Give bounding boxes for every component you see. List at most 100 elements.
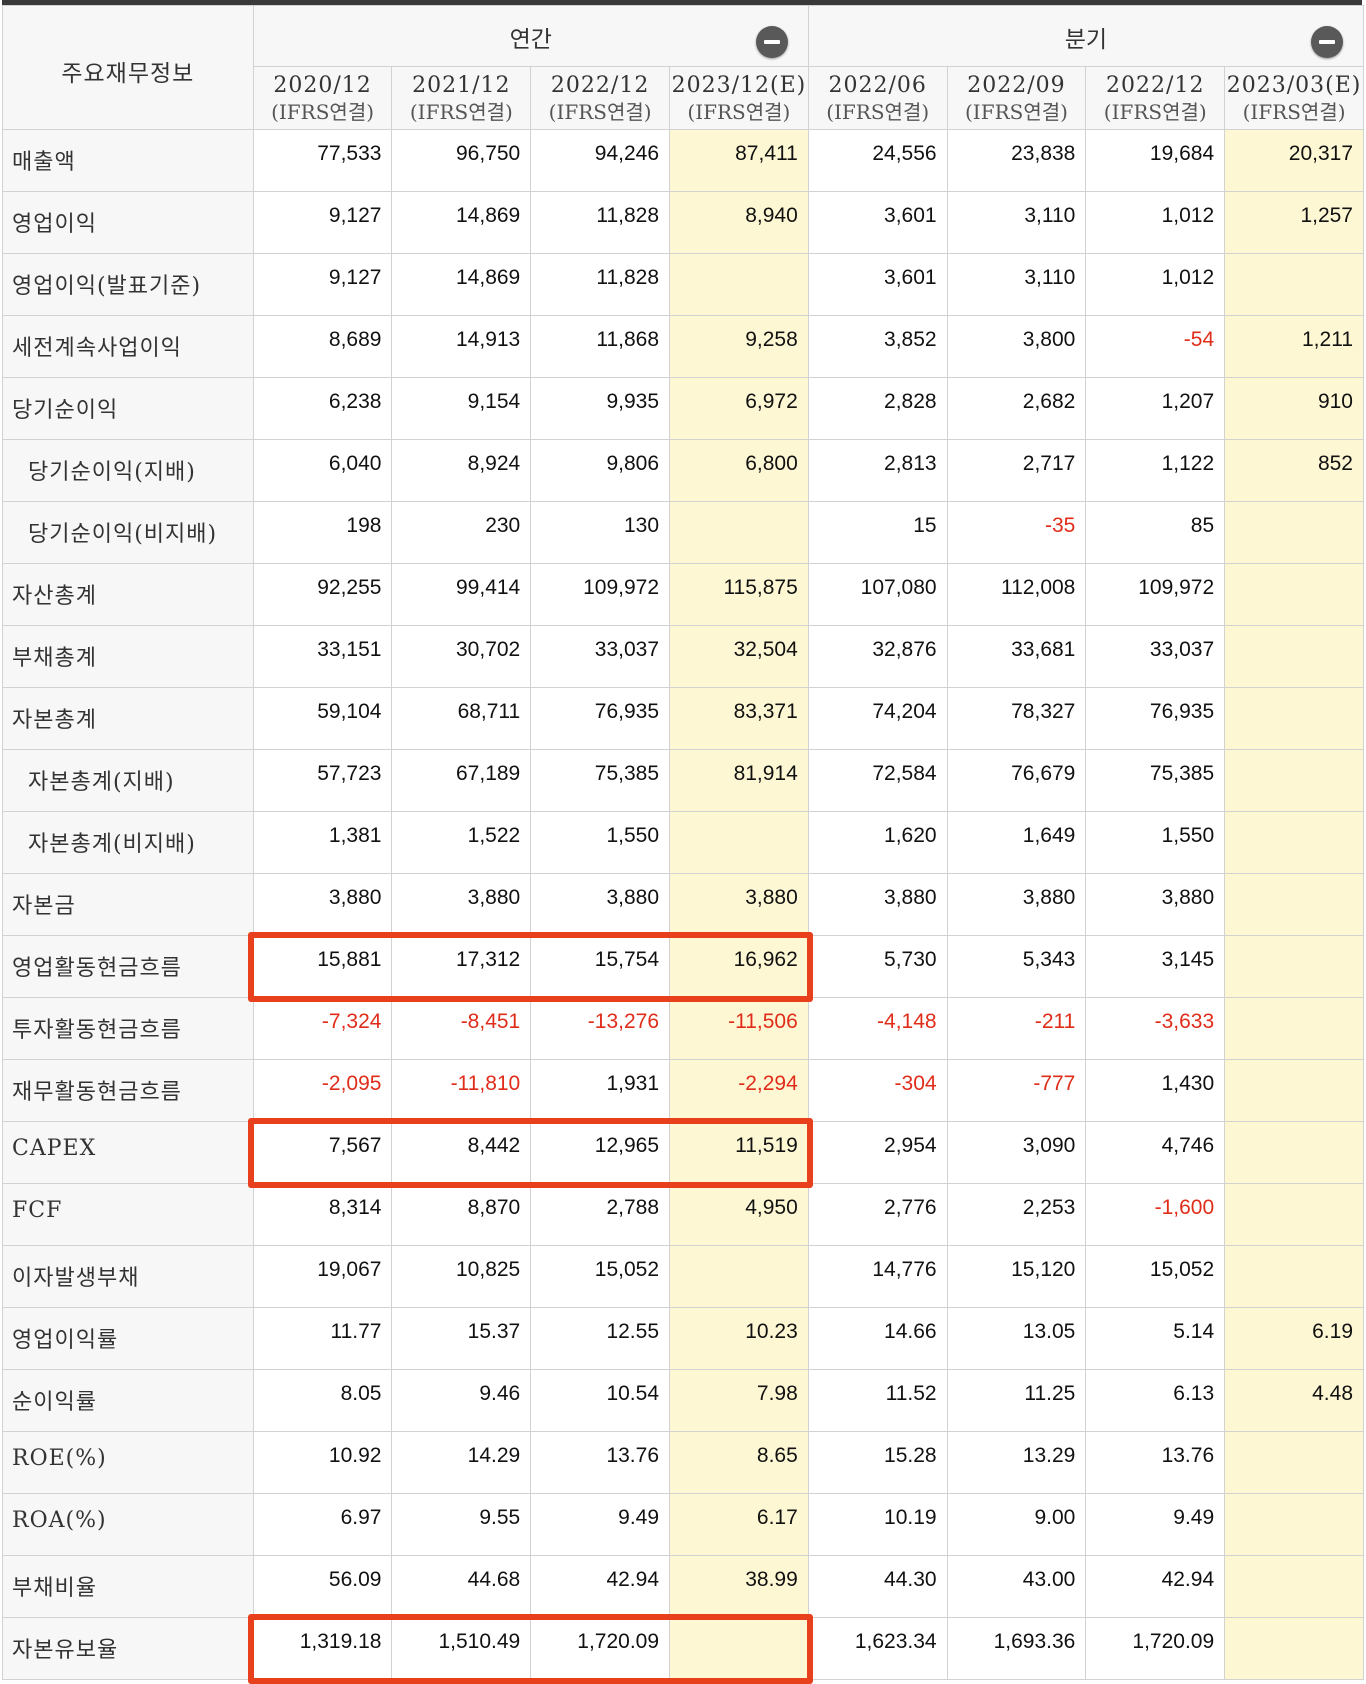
table-cell: 9,935 (530, 377, 671, 440)
column-period: 2021/12 (412, 73, 511, 98)
table-cell: 1,620 (807, 811, 948, 874)
table-cell (1224, 1059, 1364, 1122)
row-label: 재무활동현금흐름 (2, 1059, 254, 1122)
table-cell: 8,870 (391, 1183, 532, 1246)
table-cell: 5.14 (1085, 1307, 1226, 1370)
table-cell: 57,723 (252, 749, 393, 812)
table-cell (669, 501, 809, 564)
table-cell: 1,257 (1224, 191, 1364, 254)
table-cell (1224, 1245, 1364, 1308)
table-cell: 92,255 (252, 563, 393, 626)
table-cell: 1,522 (391, 811, 532, 874)
table-cell: 75,385 (1085, 749, 1226, 812)
table-cell: 44.68 (391, 1555, 532, 1618)
highlight-box (248, 1117, 814, 1188)
row-label: 영업활동현금흐름 (2, 935, 254, 998)
table-cell: 9.00 (946, 1493, 1087, 1556)
column-basis: (IFRS연결) (1103, 100, 1207, 124)
row-label: 당기순이익 (2, 377, 254, 440)
quarter-group-header: 분기 (807, 5, 1365, 67)
table-cell: 23,838 (946, 129, 1087, 192)
table-cell: -13,276 (530, 997, 671, 1060)
table-cell: 6.17 (669, 1493, 809, 1556)
table-cell: 9,806 (530, 439, 671, 502)
table-cell: 8,689 (252, 315, 393, 378)
table-row: 자본총계(지배) 57,723 67,189 75,385 81,914 72,584 76… (2, 749, 1364, 812)
table-row: 자본유보율 1,319.18 1,510.49 1,720.09 1,623.34 1,6… (2, 1617, 1364, 1680)
row-label: 영업이익(발표기준) (2, 253, 254, 316)
table-cell (1224, 625, 1364, 688)
quarter-group-label: 분기 (1064, 27, 1108, 53)
row-label: 자본총계 (2, 687, 254, 750)
table-cell (1224, 1493, 1364, 1556)
table-cell: 2,828 (807, 377, 948, 440)
column-header: 2020/12 (IFRS연결) (252, 66, 393, 130)
table-cell: 81,914 (669, 749, 809, 812)
table-cell: 3,880 (530, 873, 671, 936)
table-cell: 74,204 (807, 687, 948, 750)
row-label: 자본유보율 (2, 1617, 254, 1680)
column-basis: (IFRS연결) (271, 100, 375, 124)
table-cell: 1,550 (1085, 811, 1226, 874)
collapse-annual-icon[interactable] (755, 26, 788, 58)
table-cell: 230 (391, 501, 532, 564)
table-cell: 6,040 (252, 439, 393, 502)
table-cell: 9,154 (391, 377, 532, 440)
table-cell: -11,810 (391, 1059, 532, 1122)
table-cell: 4.48 (1224, 1369, 1364, 1432)
table-cell: 13.29 (946, 1431, 1087, 1494)
table-row: 자본총계 59,104 68,711 76,935 83,371 74,204 78,327… (2, 687, 1364, 750)
column-header: 2021/12 (IFRS연결) (391, 66, 532, 130)
table-row: 이자발생부채 19,067 10,825 15,052 14,776 15,120 15,0… (2, 1245, 1364, 1308)
table-cell: 9,127 (252, 253, 393, 316)
table-cell: 38.99 (669, 1555, 809, 1618)
table-cell: 1,430 (1085, 1059, 1226, 1122)
table-row: 순이익률 8.05 9.46 10.54 7.98 11.52 11.25 6.13 4.48 (2, 1369, 1364, 1432)
table-cell: 75,385 (530, 749, 671, 812)
table-cell: 68,711 (391, 687, 532, 750)
table-cell: -211 (946, 997, 1087, 1060)
row-label: 순이익률 (2, 1369, 254, 1432)
column-header: 2023/03(E) (IFRS연결) (1224, 66, 1364, 130)
table-cell: 9,258 (669, 315, 809, 378)
table-cell: 3,880 (1085, 873, 1226, 936)
column-period: 2022/12 (550, 73, 650, 98)
table-cell: 3,880 (807, 873, 948, 936)
table-cell: -7,324 (252, 997, 393, 1060)
table-cell: 83,371 (669, 687, 809, 750)
table-cell: 14,913 (391, 315, 532, 378)
table-cell: 1,122 (1085, 439, 1226, 502)
table-cell: 15,052 (530, 1245, 671, 1308)
table-cell (1224, 1431, 1364, 1494)
table-row: 당기순이익 6,238 9,154 9,935 6,972 2,828 2,682 1,207… (2, 377, 1364, 440)
table-row: 세전계속사업이익 8,689 14,913 11,868 9,258 3,852 3,800… (2, 315, 1364, 378)
table-cell: 32,504 (669, 625, 809, 688)
table-row: 자산총계 92,255 99,414 109,972 115,875 107,080 112… (2, 563, 1364, 626)
table-cell: 10.19 (807, 1493, 948, 1556)
table-cell: 56.09 (252, 1555, 393, 1618)
table-cell: 15,120 (946, 1245, 1087, 1308)
table-cell: 1,381 (252, 811, 393, 874)
table-cell: 11.77 (252, 1307, 393, 1370)
table-row: 투자활동현금흐름 -7,324 -8,451 -13,276 -11,506 -4,148… (2, 997, 1364, 1060)
table-cell (1224, 253, 1364, 316)
column-period: 2022/12 (1106, 73, 1205, 98)
row-label: 영업이익률 (2, 1307, 254, 1370)
row-label: 자산총계 (2, 563, 254, 626)
table-cell: 76,935 (530, 687, 671, 750)
table-cell: -3,633 (1085, 997, 1226, 1060)
table-cell: 3,145 (1085, 935, 1226, 998)
table-cell: 11,868 (530, 315, 671, 378)
row-label: 당기순이익(비지배) (2, 501, 254, 564)
table-cell: 12,965 (530, 1121, 671, 1184)
table-cell: 11,828 (530, 191, 671, 254)
table-cell: 9.49 (530, 1493, 671, 1556)
table-cell: 3,110 (946, 253, 1087, 316)
table-cell: 85 (1085, 501, 1226, 564)
table-cell (1224, 1121, 1364, 1184)
column-header: 2023/12(E) (IFRS연결) (669, 66, 809, 130)
column-basis: (IFRS연결) (964, 100, 1068, 124)
row-label: ROE(%) (2, 1431, 254, 1494)
collapse-quarter-icon[interactable] (1311, 26, 1343, 58)
table-cell (1224, 1183, 1364, 1246)
